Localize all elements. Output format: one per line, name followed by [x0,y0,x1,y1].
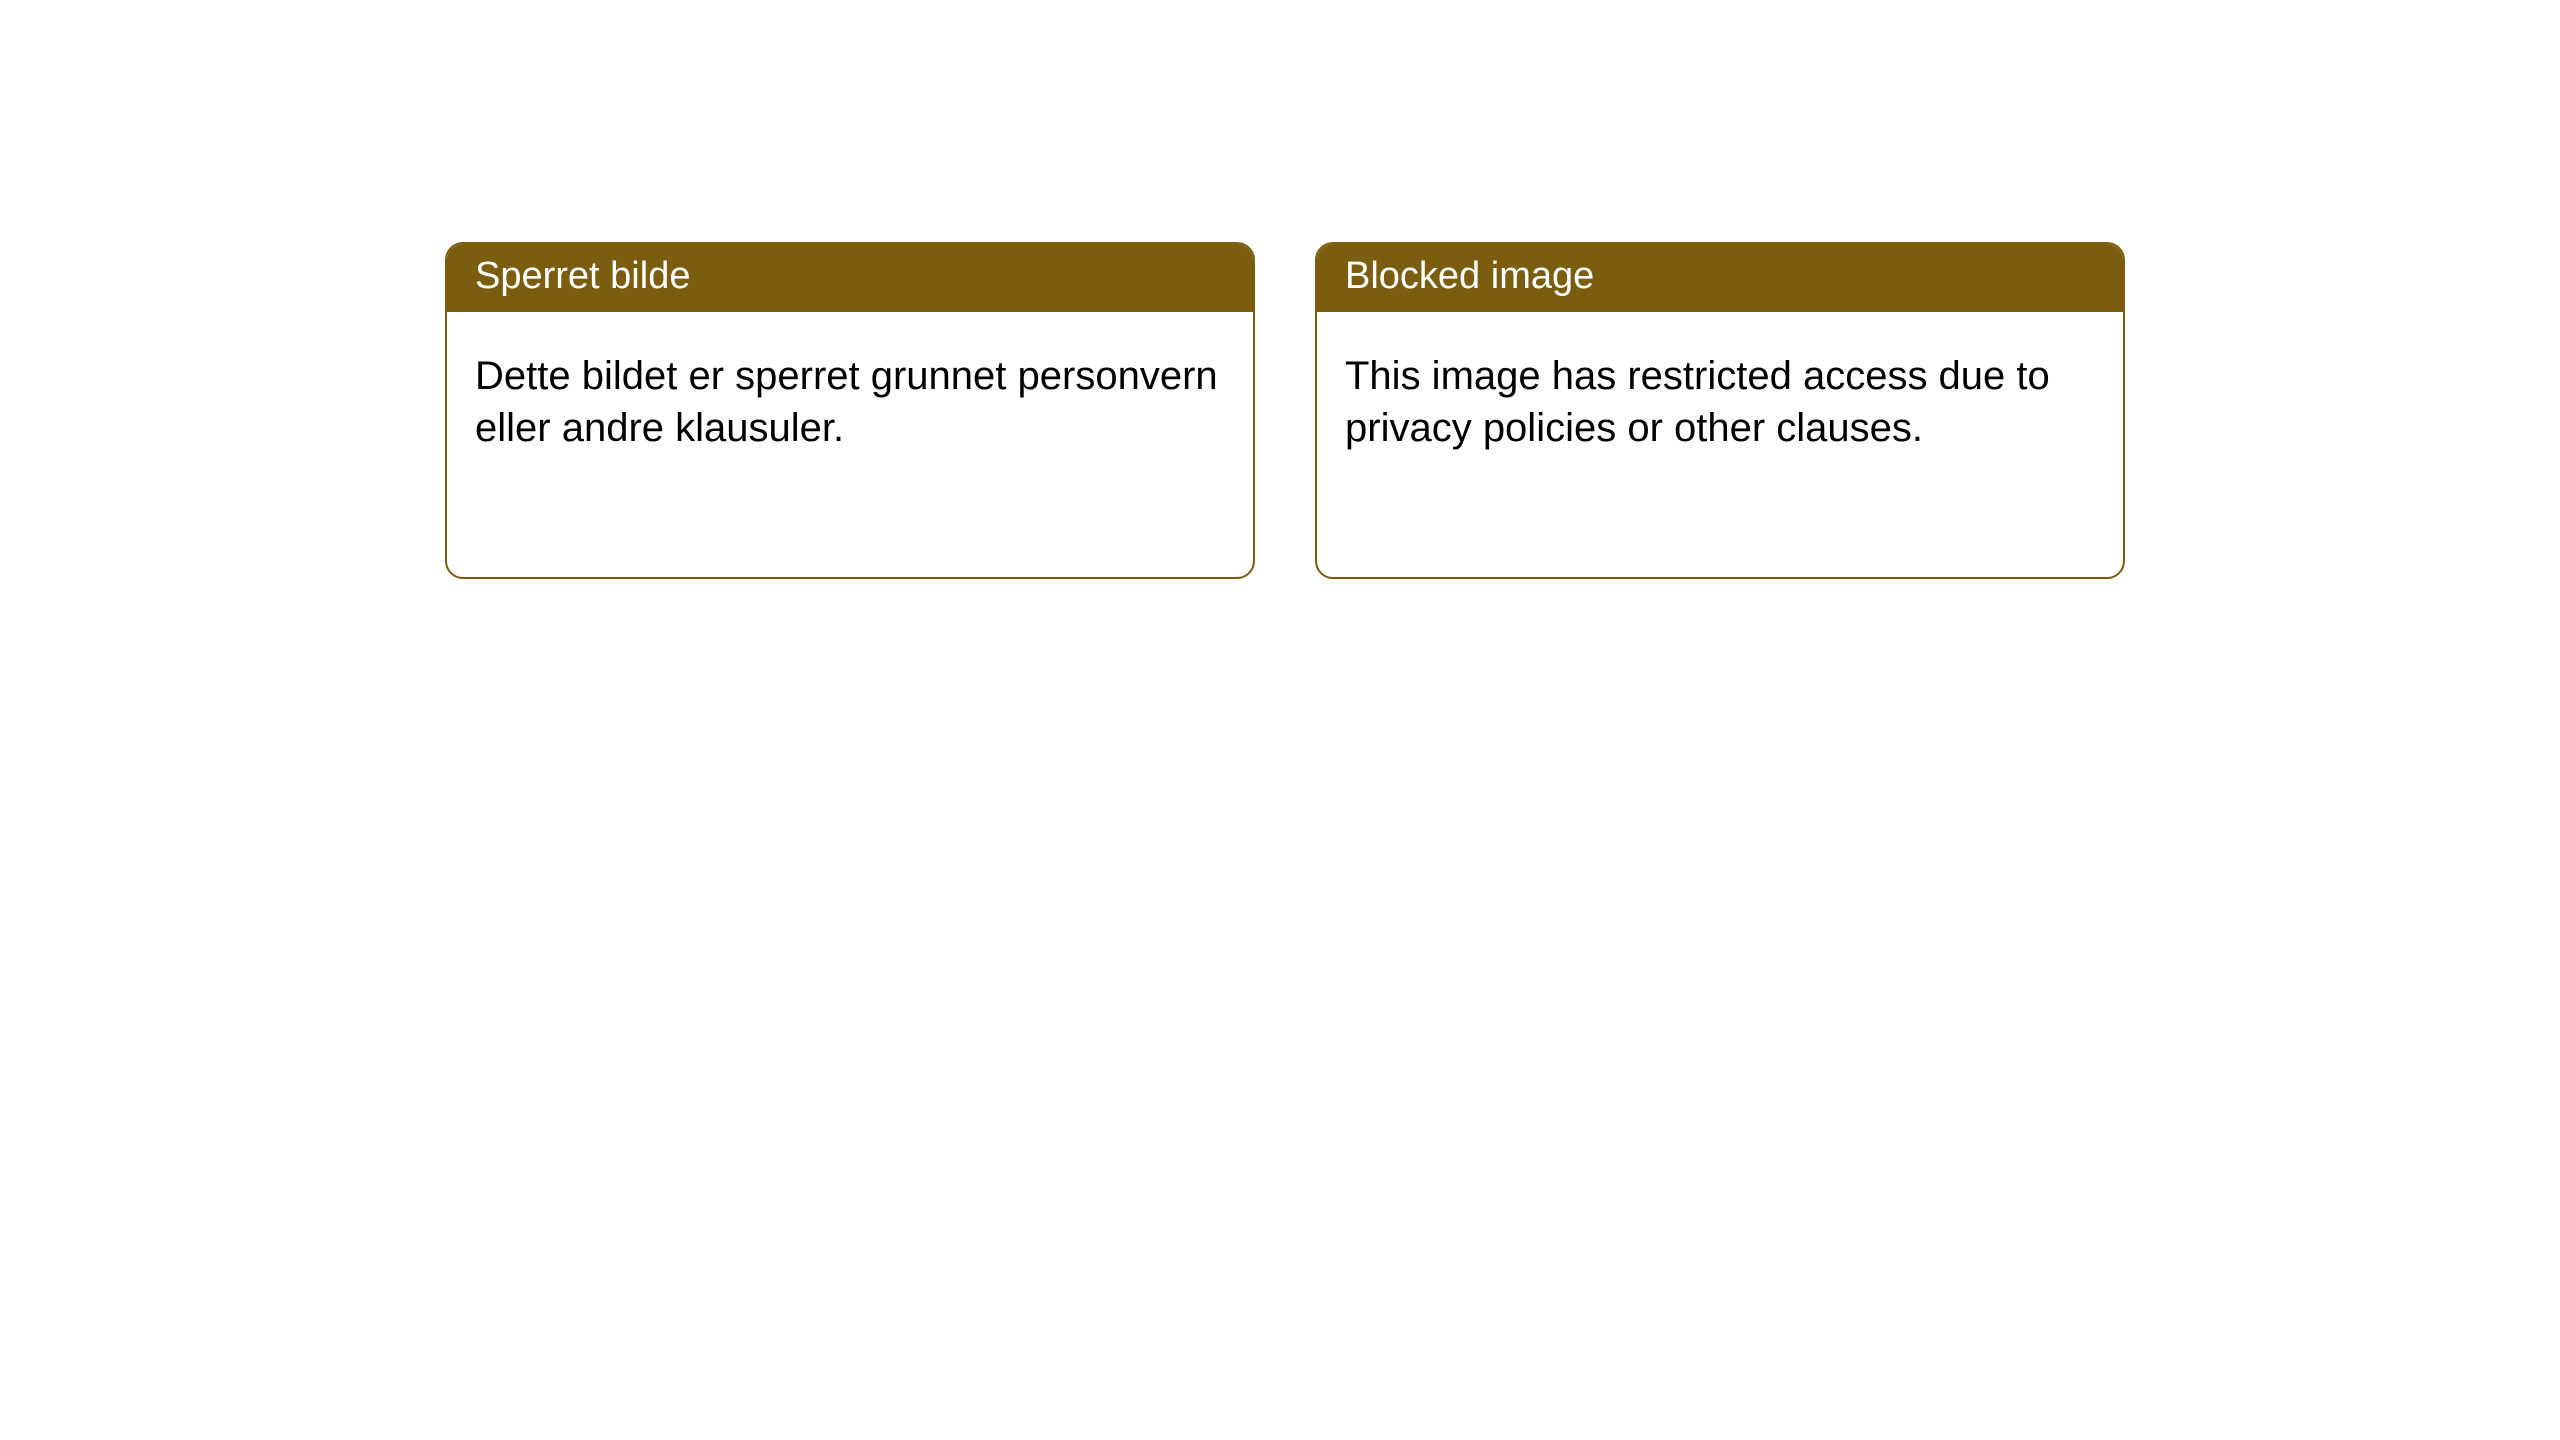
card-title: Sperret bilde [447,244,1253,312]
notice-card-norwegian: Sperret bilde Dette bildet er sperret gr… [445,242,1255,579]
card-title: Blocked image [1317,244,2123,312]
notice-cards-container: Sperret bilde Dette bildet er sperret gr… [445,242,2125,579]
notice-card-english: Blocked image This image has restricted … [1315,242,2125,579]
card-body: This image has restricted access due to … [1317,312,2123,482]
card-body: Dette bildet er sperret grunnet personve… [447,312,1253,482]
